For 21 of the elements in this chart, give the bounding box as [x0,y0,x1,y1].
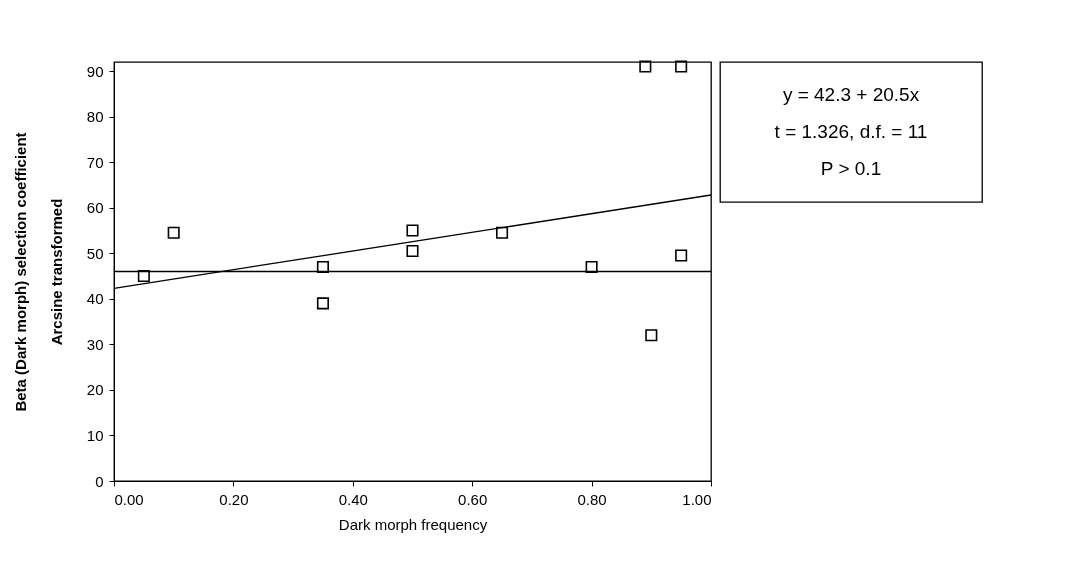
text: y = 42.3 + 20.5x [782,84,920,106]
x-axis-title: Dark morph frequency [338,515,488,533]
x-tick-label: 0.20 [219,490,249,508]
y-tick-label: 50 [86,244,104,262]
text: Beta (Dark morph) selection coefficient Arcsine transformed [11,132,65,412]
y-tick-label: 40 [86,290,104,308]
x-tick-label: 1.00 [682,490,712,508]
y-tick-label: 70 [86,153,104,171]
text: t = 1.326, d.f. = 11 [774,121,928,142]
y-tick-label: 10 [86,426,104,444]
x-tick-label: 0.80 [577,490,607,508]
y-tick-label: 0 [95,472,104,490]
y-tick-label: 90 [86,62,104,80]
x-tick-label: 0.60 [458,490,488,508]
y-tick-label: 80 [86,108,104,126]
y-tick-label: 60 [86,199,104,217]
x-tick-label: 0.40 [338,490,368,508]
y-tick-label: 30 [86,335,104,353]
y-tick-label: 20 [86,381,104,399]
text: P > 0.1 [820,157,882,179]
x-tick-label: 0.00 [114,490,144,508]
